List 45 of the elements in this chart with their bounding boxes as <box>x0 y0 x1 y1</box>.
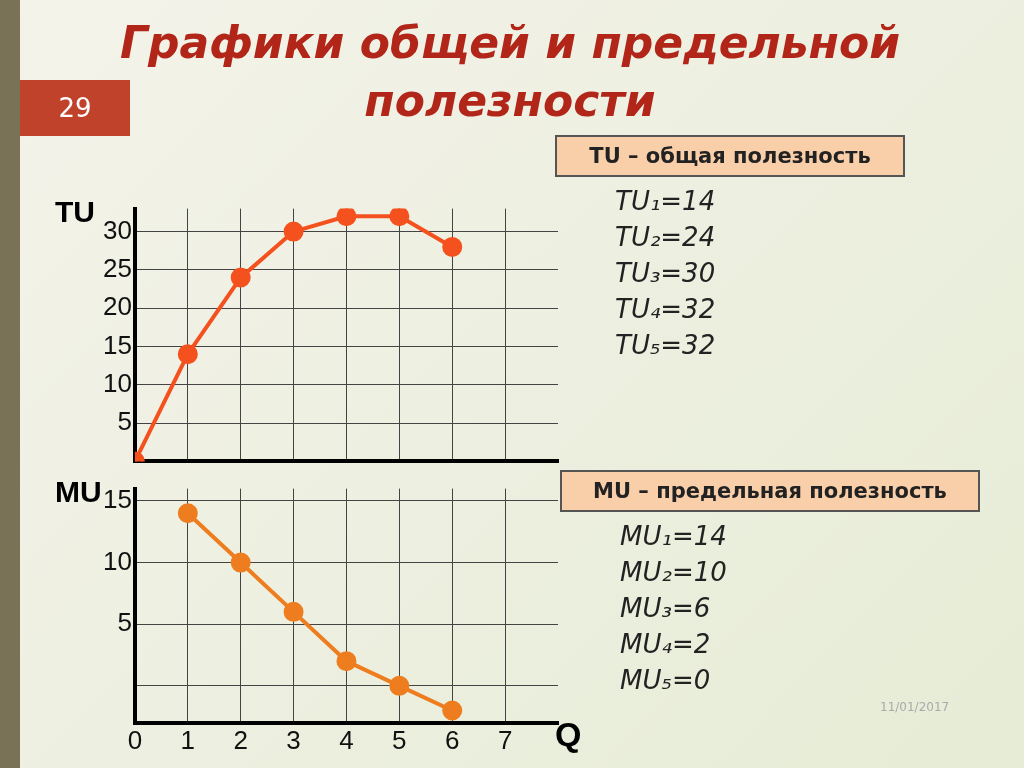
point <box>283 601 304 622</box>
point <box>230 267 251 288</box>
text: MU₂=10 <box>619 556 728 589</box>
y-tick-label: 5 <box>117 607 132 638</box>
y-tick-label: 30 <box>103 214 132 245</box>
x-tick-label: 0 <box>127 724 143 755</box>
x-tick-label: 4 <box>339 724 354 755</box>
y-axis-title: MU <box>55 475 102 509</box>
text: MU₅=0 <box>619 664 712 697</box>
x-tick-label: 6 <box>445 724 460 755</box>
point <box>442 236 463 257</box>
text: MU – предельная полезность <box>560 470 980 512</box>
x-tick-label: 2 <box>233 724 248 755</box>
text: TU – общая полезность <box>555 135 905 177</box>
text: MU₁=14 <box>619 520 728 553</box>
text: TU₅=32 <box>614 329 717 362</box>
text: 11/01/2017 <box>880 700 951 714</box>
text: TU₂=24 <box>614 221 717 254</box>
text: TU₃=30 <box>614 257 717 290</box>
y-axis-title: TU <box>55 195 95 229</box>
point <box>177 503 198 524</box>
point <box>283 221 304 242</box>
point <box>336 208 357 227</box>
y-tick-label: 25 <box>103 253 132 284</box>
y-tick-label: 5 <box>117 406 132 437</box>
y-tick-label: 10 <box>103 367 132 398</box>
x-tick-label: 3 <box>286 724 301 755</box>
text: TU₁=14 <box>614 185 717 218</box>
text: MU₃=6 <box>619 592 712 625</box>
point <box>336 651 357 672</box>
point <box>442 700 463 721</box>
y-tick-label: 15 <box>103 484 132 515</box>
text: TU₄=32 <box>614 293 717 326</box>
y-tick-label: 10 <box>103 545 132 576</box>
x-tick-label: 7 <box>497 724 513 755</box>
text: MU₄=2 <box>619 628 712 661</box>
point <box>389 675 410 696</box>
y-tick-label: 15 <box>103 329 132 360</box>
x-tick-label: 1 <box>180 724 196 755</box>
text: 29 <box>20 80 130 136</box>
x-tick-label: 5 <box>392 724 407 755</box>
point <box>230 552 251 573</box>
x-axis-title: Q <box>555 715 582 754</box>
point <box>389 208 410 227</box>
y-tick-label: 20 <box>103 291 132 322</box>
